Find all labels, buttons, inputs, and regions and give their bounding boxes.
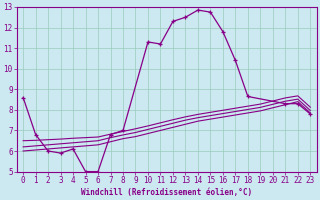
X-axis label: Windchill (Refroidissement éolien,°C): Windchill (Refroidissement éolien,°C) <box>81 188 252 197</box>
